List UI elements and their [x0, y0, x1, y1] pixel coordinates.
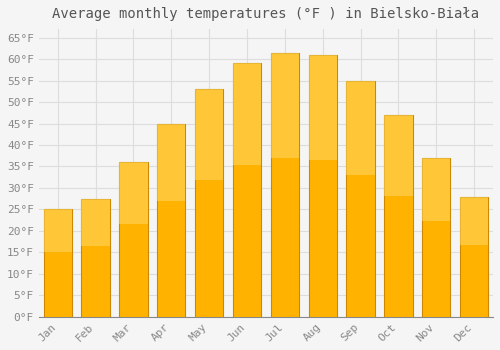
Bar	[233, 63, 261, 165]
Bar	[308, 55, 337, 317]
Bar	[157, 124, 186, 317]
Title: Average monthly temperatures (°F ) in Bielsko-Biała: Average monthly temperatures (°F ) in Bi…	[52, 7, 480, 21]
Bar	[346, 80, 375, 317]
Bar	[422, 158, 450, 222]
Bar	[195, 89, 224, 180]
Bar	[44, 209, 72, 317]
Bar	[82, 199, 110, 317]
Bar	[422, 158, 450, 317]
Bar	[346, 80, 375, 175]
Bar	[233, 63, 261, 317]
Bar	[44, 209, 72, 252]
Bar	[384, 115, 412, 317]
Bar	[195, 89, 224, 317]
Bar	[157, 124, 186, 201]
Bar	[270, 53, 299, 158]
Bar	[460, 197, 488, 317]
Bar	[270, 53, 299, 317]
Bar	[82, 199, 110, 246]
Bar	[119, 162, 148, 317]
Bar	[119, 162, 148, 224]
Bar	[308, 55, 337, 160]
Bar	[384, 115, 412, 196]
Bar	[460, 197, 488, 245]
